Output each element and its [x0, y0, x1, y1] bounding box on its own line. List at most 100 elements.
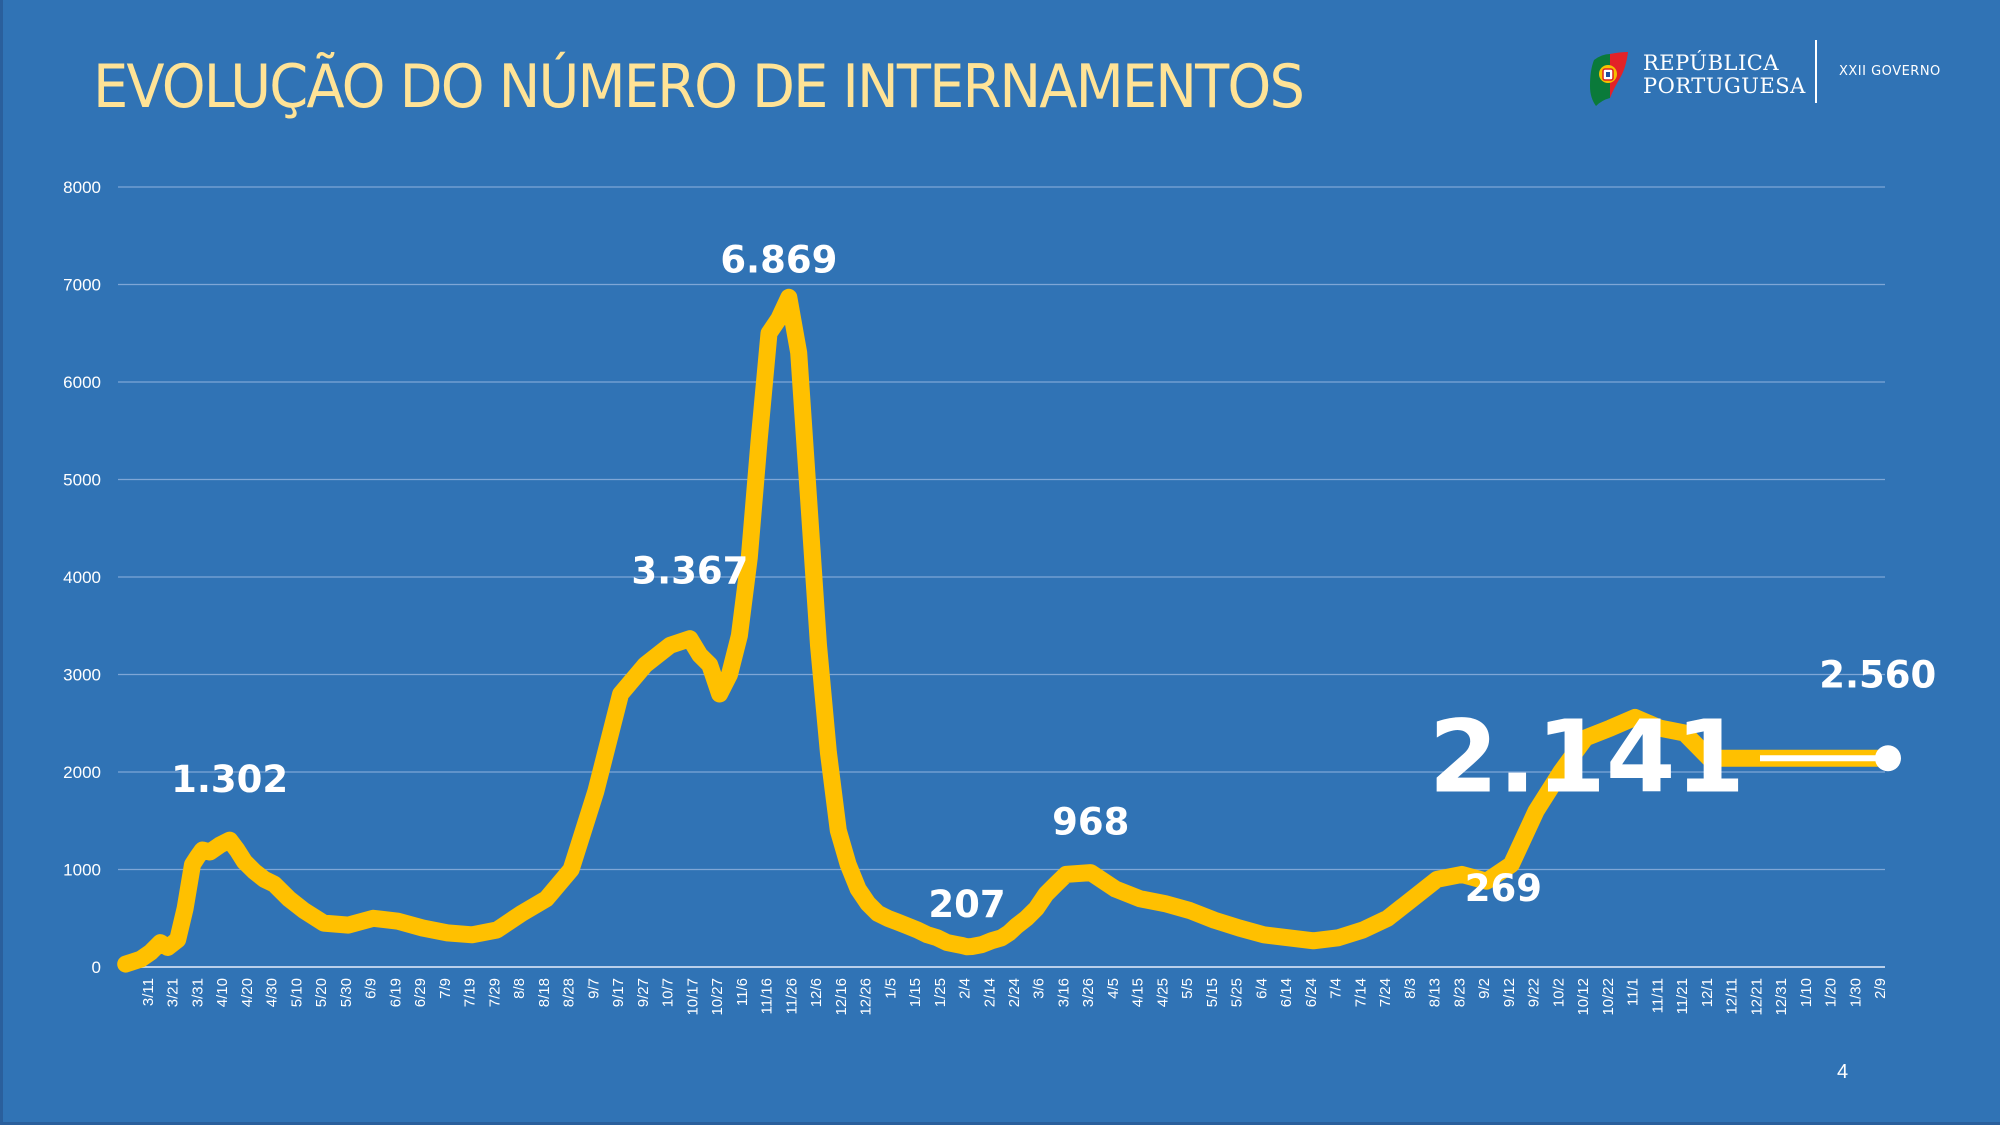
- current-value-callout: 2.141: [1429, 698, 1745, 815]
- x-tick-label: 5/10: [288, 978, 305, 1007]
- x-tick-label: 7/24: [1377, 978, 1394, 1007]
- x-tick-label: 10/7: [660, 978, 677, 1007]
- portugal-flag-logo-icon: [1590, 52, 1628, 106]
- x-tick-label: 6/14: [1278, 978, 1295, 1007]
- data-label: 1.302: [171, 758, 288, 801]
- y-tick-label: 6000: [63, 373, 101, 392]
- data-labels: 1.302 3.367 6.869 207 968 269 2.560 2.141: [171, 238, 1936, 926]
- y-axis-ticks: 0 1000 2000 3000 4000 5000 6000 7000 8000: [63, 178, 101, 977]
- x-tick-label: 9/17: [610, 978, 627, 1007]
- logo-divider: [1815, 40, 1817, 103]
- x-tick-label: 5/30: [338, 978, 355, 1007]
- x-tick-label: 11/11: [1649, 978, 1666, 1013]
- x-tick-label: 12/31: [1773, 978, 1790, 1016]
- x-tick-label: 4/15: [1130, 978, 1147, 1007]
- x-tick-label: 8/28: [561, 978, 578, 1007]
- x-tick-label: 8/3: [1402, 978, 1419, 999]
- x-tick-label: 8/23: [1451, 978, 1468, 1007]
- x-tick-label: 1/30: [1847, 978, 1864, 1007]
- x-tick-label: 3/11: [140, 978, 157, 1006]
- x-tick-label: 10/27: [709, 978, 726, 1016]
- x-tick-label: 2/24: [1006, 978, 1023, 1007]
- series: [117, 288, 1886, 973]
- x-tick-label: 5/25: [1229, 978, 1246, 1007]
- data-label: 2.560: [1819, 653, 1936, 696]
- x-tick-label: 9/27: [635, 978, 652, 1007]
- data-label: 3.367: [631, 550, 748, 593]
- x-tick-label: 7/14: [1352, 978, 1369, 1007]
- gridlines: [118, 186, 1885, 968]
- x-tick-label: 10/2: [1550, 978, 1567, 1007]
- x-tick-label: 1/25: [932, 978, 949, 1007]
- x-tick-label: 1/10: [1798, 978, 1815, 1007]
- x-tick-label: 7/19: [462, 978, 479, 1007]
- x-tick-label: 4/30: [264, 978, 281, 1007]
- x-tick-label: 5/5: [1179, 978, 1196, 999]
- x-tick-label: 1/20: [1823, 978, 1840, 1007]
- x-tick-label: 12/21: [1748, 978, 1765, 1016]
- x-tick-label: 8/8: [511, 978, 528, 999]
- data-label: 6.869: [720, 238, 837, 281]
- data-label: 968: [1052, 801, 1129, 844]
- x-tick-label: 6/9: [363, 978, 380, 999]
- x-tick-label: 12/16: [833, 978, 850, 1016]
- x-tick-label: 12/6: [808, 978, 825, 1007]
- x-tick-label: 7/29: [486, 978, 503, 1007]
- x-tick-label: 5/20: [313, 978, 330, 1007]
- x-tick-label: 1/15: [907, 978, 924, 1007]
- x-tick-label: 10/12: [1575, 978, 1592, 1016]
- x-tick-label: 4/10: [214, 978, 231, 1007]
- x-tick-label: 3/16: [1055, 978, 1072, 1007]
- data-label: 207: [928, 883, 1005, 926]
- x-tick-label: 6/19: [387, 978, 404, 1007]
- x-axis-ticks: 3/11 3/21 3/31 4/10 4/20 4/30 5/10 5/20 5/30 6/9 6…: [140, 978, 1889, 1016]
- x-tick-label: 4/5: [1105, 978, 1122, 999]
- x-tick-label: 7/9: [437, 978, 454, 999]
- x-tick-label: 8/18: [536, 978, 553, 1007]
- republica-portuguesa-logo: REPÚBLICA PORTUGUESA: [1643, 52, 1806, 98]
- callout-marker: [1875, 745, 1901, 772]
- y-tick-label: 1000: [63, 861, 101, 880]
- x-tick-label: 10/22: [1600, 978, 1617, 1016]
- x-tick-label: 3/6: [1031, 978, 1048, 999]
- x-tick-label: 11/21: [1674, 978, 1691, 1014]
- x-tick-label: 6/4: [1253, 978, 1270, 999]
- x-tick-label: 3/21: [165, 978, 182, 1007]
- x-tick-label: 10/17: [684, 978, 701, 1016]
- y-tick-label: 5000: [63, 471, 101, 490]
- x-tick-label: 4/20: [239, 978, 256, 1007]
- logo-text-line2: PORTUGUESA: [1643, 74, 1806, 98]
- x-tick-label: 12/1: [1699, 978, 1716, 1007]
- slide-title: EVOLUÇÃO DO NÚMERO DE INTERNAMENTOS: [93, 52, 1305, 122]
- x-tick-label: 12/11: [1724, 978, 1741, 1014]
- x-tick-label: 3/31: [189, 978, 206, 1007]
- data-label: 269: [1465, 867, 1542, 910]
- x-tick-label: 11/26: [783, 978, 800, 1014]
- x-tick-label: 3/26: [1080, 978, 1097, 1007]
- x-tick-label: 2/4: [957, 978, 974, 999]
- y-tick-label: 0: [92, 958, 101, 977]
- x-tick-label: 2/9: [1872, 978, 1889, 999]
- x-tick-label: 9/22: [1526, 978, 1543, 1007]
- x-tick-label: 9/2: [1476, 978, 1493, 999]
- y-tick-label: 4000: [63, 568, 101, 587]
- x-tick-label: 2/14: [981, 978, 998, 1007]
- x-tick-label: 5/15: [1204, 978, 1221, 1007]
- x-tick-label: 11/16: [759, 978, 776, 1014]
- logo-text-line1: REPÚBLICA: [1643, 51, 1780, 75]
- x-tick-label: 7/4: [1328, 978, 1345, 999]
- x-tick-label: 11/6: [734, 978, 751, 1006]
- x-tick-label: 1/5: [882, 978, 899, 999]
- x-tick-label: 6/24: [1303, 978, 1320, 1007]
- x-tick-label: 11/1: [1625, 978, 1642, 1006]
- x-tick-label: 9/12: [1501, 978, 1518, 1007]
- y-tick-label: 2000: [63, 763, 101, 782]
- x-tick-label: 4/25: [1154, 978, 1171, 1007]
- x-tick-label: 8/13: [1427, 978, 1444, 1007]
- x-tick-label: 6/29: [412, 978, 429, 1007]
- series-line: [117, 288, 1886, 973]
- page-number: 4: [1837, 1061, 1849, 1083]
- y-tick-label: 7000: [63, 276, 101, 295]
